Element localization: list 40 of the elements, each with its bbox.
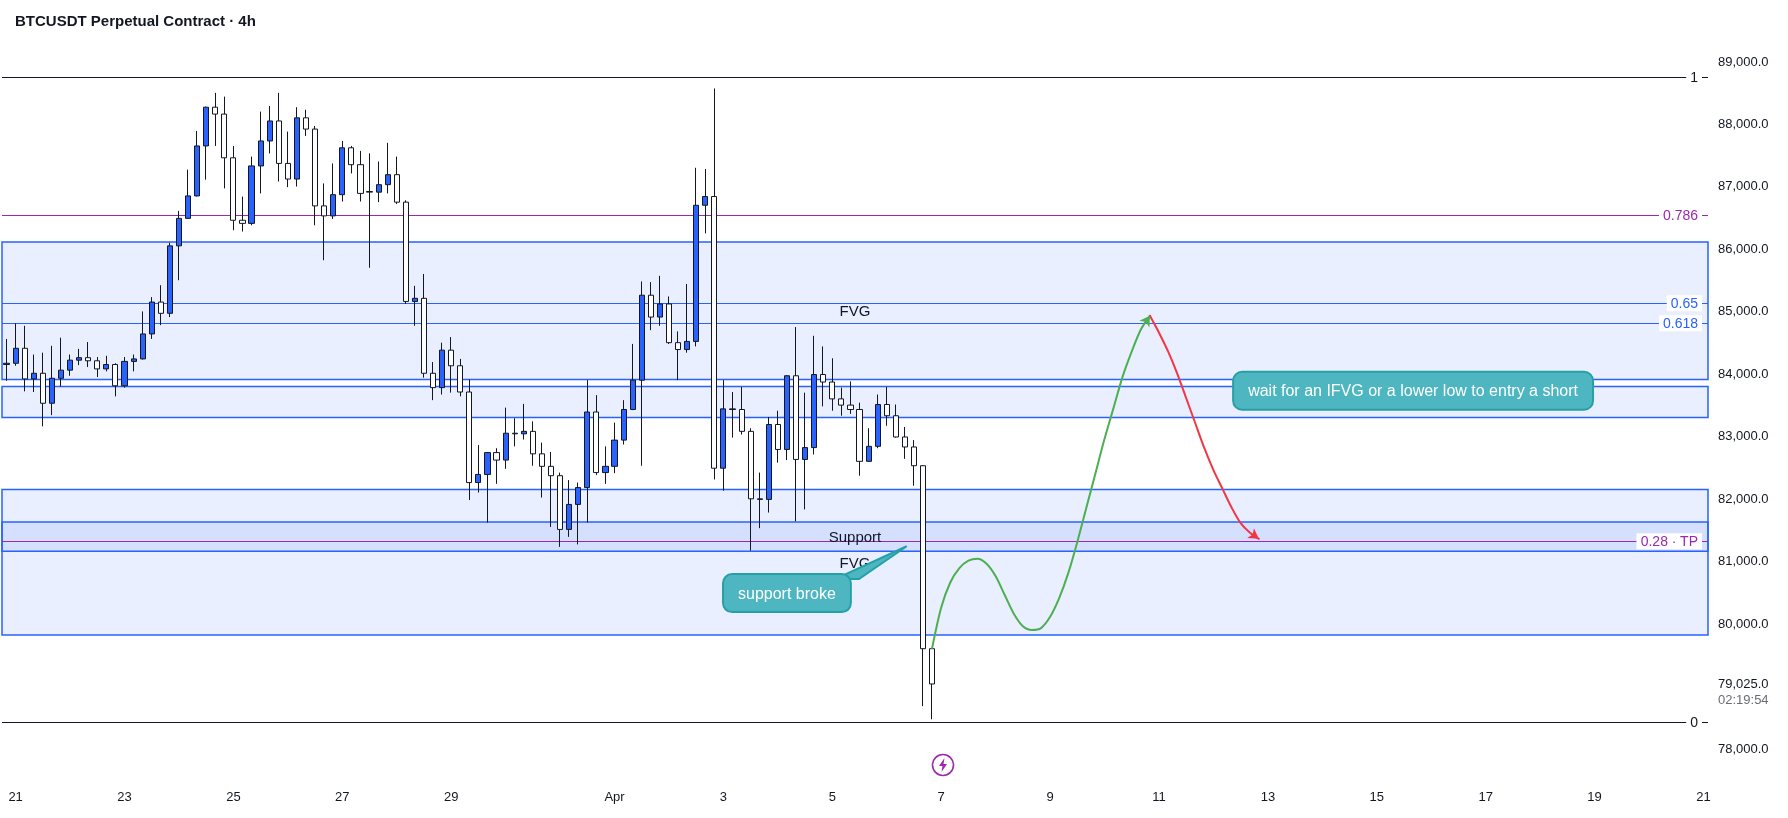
x-tick-label: 3: [719, 789, 728, 804]
x-tick-label: 11: [1152, 789, 1166, 804]
x-tick-label: 27: [335, 789, 350, 804]
band-label: Support: [828, 528, 883, 546]
x-tick-label: 17: [1478, 789, 1493, 804]
y-tick-label: 83,000.0: [1718, 428, 1769, 444]
annotation: 0.618: [1662, 315, 1699, 332]
y-tick-label: 82,000.0: [1718, 490, 1769, 506]
x-tick-label: 19: [1587, 789, 1602, 804]
annotation: 0.65: [1670, 295, 1699, 312]
x-tick-label: 25: [226, 789, 241, 804]
x-tick-label: 7: [937, 789, 945, 804]
annotation: support broke: [738, 584, 836, 602]
chart-title: BTCUSDT Perpetual Contract · 4h: [15, 12, 256, 29]
x-tick-label: 21: [8, 789, 23, 804]
y-tick-label: 78,000.0: [1718, 740, 1769, 756]
annotation: 1: [1690, 69, 1699, 86]
annotation: wait for an IFVG or a lower low to entry a short: [1247, 382, 1579, 400]
annotation: 0.786: [1662, 207, 1699, 224]
y-tick-label: 85,000.0: [1718, 303, 1769, 319]
y-tick-label: 88,000.0: [1718, 115, 1769, 131]
x-tick-label: 21: [1696, 789, 1711, 804]
x-tick-label: Apr: [604, 789, 626, 804]
x-tick-label: 23: [117, 789, 132, 804]
annotation: 0: [1690, 713, 1699, 730]
y-tick-label: 86,000.0: [1718, 240, 1769, 256]
y-tick-label: 79,025.0: [1718, 676, 1769, 692]
annotation: 0.28 · TP: [1640, 533, 1698, 550]
y-tick-label: 81,000.0: [1718, 553, 1769, 569]
x-tick-label: 29: [443, 789, 459, 804]
y-tick-label: 87,000.0: [1718, 178, 1769, 194]
y-tick-label: 84,000.0: [1718, 365, 1769, 381]
text: 02:19:54: [1718, 692, 1769, 708]
y-tick-label: 89,000.0: [1718, 53, 1769, 69]
y-tick-label: 80,000.0: [1718, 615, 1769, 631]
x-tick-label: 13: [1260, 789, 1276, 804]
x-tick-label: 9: [1046, 789, 1054, 804]
band-label: FVG: [839, 302, 871, 320]
x-tick-label: 15: [1369, 789, 1385, 804]
x-tick-label: 5: [828, 789, 836, 804]
